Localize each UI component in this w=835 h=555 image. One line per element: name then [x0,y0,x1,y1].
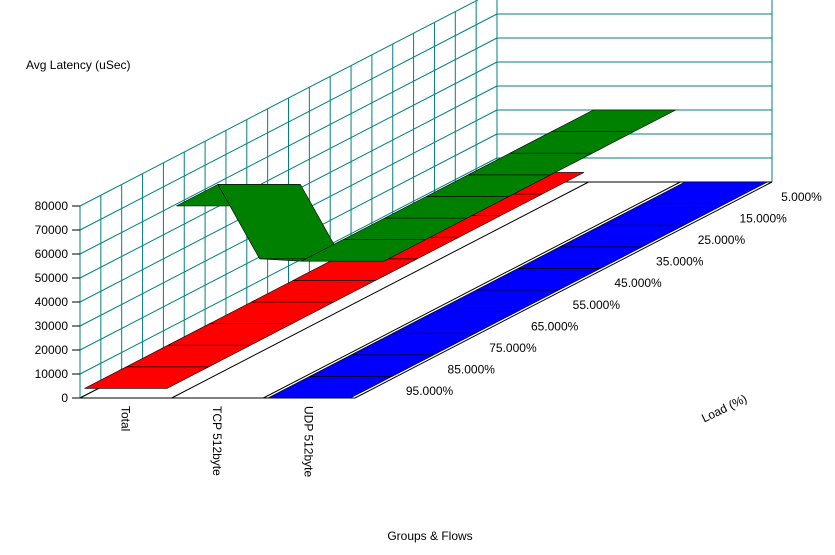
load-label: 35.000% [656,255,704,269]
y-tick-label: 60000 [35,247,69,261]
ribbon-segment [167,323,293,346]
ribbon-segment [267,376,393,399]
ribbon-segment [509,131,635,154]
load-labels: 95.000% 85.000% 75.000% 65.000% 55.000% 45.00… [406,190,822,398]
load-label: 45.000% [614,276,662,290]
load-label: 75.000% [489,341,537,355]
y-tick-label: 50000 [35,271,69,285]
load-label: 95.000% [406,384,454,398]
ribbon-segment [476,268,601,291]
ribbon-segment [434,289,560,312]
load-label: 25.000% [698,233,746,247]
ribbon-segment [551,109,676,132]
category-labels: Total TCP 512byte UDP 512byte [118,406,315,477]
floor-line [354,181,773,399]
category-label: UDP 512byte [302,406,316,477]
ribbon-segment [309,354,434,377]
ribbon-segment [643,181,768,204]
ribbon-segment [84,366,209,389]
load-label: 65.000% [531,319,579,333]
y-tick-label: 30000 [35,319,69,333]
floor-line [171,181,589,399]
category-label: Total [118,406,132,431]
y-tick-labels: 0 10000 20000 30000 40000 50000 60000 70000 8000… [35,199,80,405]
ribbon-segment [517,246,643,269]
series-2 [267,181,768,399]
category-label: TCP 512byte [210,406,224,476]
ribbon-segment [392,311,518,334]
ribbon-segment [601,203,726,226]
ribbon-segment [468,152,593,176]
ribbon-segment [126,344,251,368]
z-axis-title: Load (%) [699,391,749,425]
y-tick-label: 0 [61,391,68,405]
ribbon-segment [559,224,685,248]
y-tick-label: 40000 [35,295,69,309]
y-tick-label: 70000 [35,223,69,237]
floor-line [263,181,681,399]
series-ribbons [84,109,768,399]
y-tick-label: 20000 [35,343,69,357]
y-axis-title: Avg Latency (uSec) [26,58,131,72]
ribbon-segment [217,184,343,260]
ribbon-segment [351,332,476,356]
series-1 [176,109,676,262]
y-tick-label: 10000 [35,367,69,381]
ribbon-segment [292,258,418,281]
x-axis-title: Groups & Flows [387,529,472,543]
ribbon-segment [251,280,376,303]
load-label: 55.000% [573,298,621,312]
y-tick-label: 80000 [35,199,69,213]
ribbon-segment [209,301,335,324]
load-label: 5.000% [781,190,822,204]
load-label: 15.000% [739,211,787,225]
load-label: 85.000% [448,363,496,377]
